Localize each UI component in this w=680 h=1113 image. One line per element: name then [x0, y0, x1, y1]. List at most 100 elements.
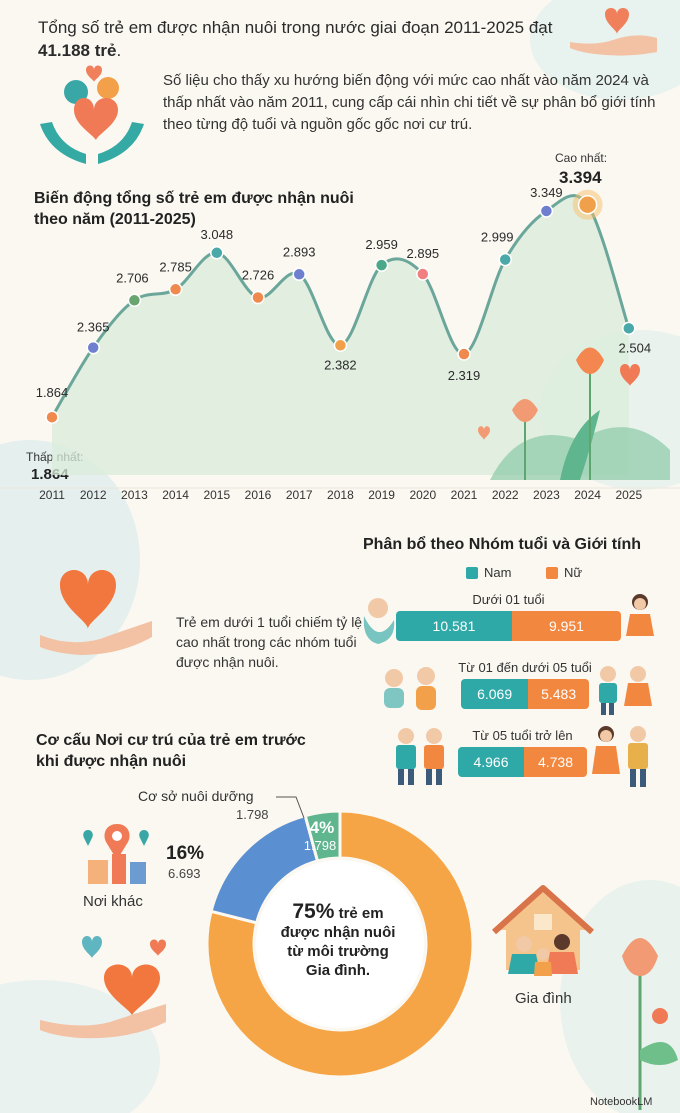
legend-male: Nam — [466, 565, 511, 580]
facility-leader-line — [276, 796, 305, 819]
hand-heart-icon — [40, 570, 152, 655]
donut-center-text: 75% trẻ em được nhận nuôi từ môi trường … — [280, 900, 396, 979]
x-tick-2023: 2023 — [533, 488, 560, 502]
x-tick-2014: 2014 — [162, 488, 189, 502]
residence-chart-title: Cơ cấu Nơi cư trú của trẻ em trước khi đ… — [36, 732, 306, 770]
bar-segment-female: 5.483 — [528, 679, 589, 709]
x-tick-2024: 2024 — [574, 488, 601, 502]
x-tick-2021: 2021 — [451, 488, 478, 502]
line-point-2018 — [333, 338, 348, 353]
x-tick-2015: 2015 — [203, 488, 230, 502]
boys-icon — [396, 728, 444, 785]
other-label: Nơi khác — [83, 893, 143, 910]
line-data-label-2021: 2.319 — [448, 368, 481, 383]
line-point-2021 — [457, 347, 471, 361]
line-data-label-2011: 1.864 — [36, 385, 69, 400]
bar-segment-male: 4.966 — [458, 747, 524, 777]
line-point-2024 — [577, 194, 598, 215]
line-point-2022 — [498, 252, 512, 267]
flower-decor-icon — [622, 938, 678, 1110]
toddlers-icon — [384, 667, 436, 710]
facility-value: 1.798 — [236, 807, 269, 822]
bar-segment-female: 9.951 — [511, 611, 621, 641]
summary-text: Số liệu cho thấy xu hướng biến động với … — [163, 72, 656, 133]
x-tick-2018: 2018 — [327, 488, 354, 502]
age-group-label: Từ 01 đến dưới 05 tuổi — [458, 660, 592, 675]
line-point-2016 — [251, 290, 265, 305]
line-data-label-2019: 2.959 — [365, 237, 398, 252]
line-point-2025 — [622, 321, 636, 336]
x-tick-2016: 2016 — [245, 488, 272, 502]
x-tick-2019: 2019 — [368, 488, 395, 502]
age-chart-title: Phân bổ theo Nhóm tuổi và Giới tính — [363, 536, 642, 553]
donut-slice-2 — [303, 809, 342, 863]
age-bar-row: 10.581 9.951 — [396, 611, 621, 641]
family-label: Gia đình — [515, 990, 572, 1007]
line-chart-title: Biến động tổng số trẻ em được nhận nuôi … — [34, 190, 354, 228]
line-data-label-2016: 2.726 — [242, 268, 275, 283]
girl-icon — [626, 594, 654, 636]
line-data-label-2015: 3.048 — [201, 227, 234, 242]
family-house-icon — [491, 885, 595, 976]
x-tick-2012: 2012 — [80, 488, 107, 502]
peak-label: Cao nhất: — [555, 151, 608, 165]
line-data-label-2014: 2.785 — [159, 259, 192, 274]
x-tick-2013: 2013 — [121, 488, 148, 502]
other-value: 6.693 — [168, 866, 201, 881]
line-point-2011 — [45, 410, 59, 424]
facility-label: Cơ sở nuôi dưỡng — [138, 788, 254, 804]
baby-icon — [363, 598, 395, 644]
age-bar-row: 6.069 5.483 — [461, 679, 589, 709]
peak-value: 3.394 — [559, 168, 602, 187]
age-note: Trẻ em dưới 1 tuổi chiếm tỷ lệ cao nhất … — [176, 614, 363, 670]
line-point-2023 — [539, 204, 554, 218]
facility-slice-value: 1.798 — [303, 838, 337, 853]
line-data-label-2018: 2.382 — [324, 357, 357, 372]
bar-segment-male: 6.069 — [461, 679, 529, 709]
line-point-2013 — [127, 293, 142, 308]
line-point-2020 — [416, 267, 430, 281]
location-buildings-icon — [83, 824, 149, 884]
hand-heart-icon — [570, 8, 657, 56]
line-data-label-2025: 2.504 — [619, 340, 652, 355]
line-point-2017 — [292, 267, 306, 282]
line-chart: 1.864 2011 2.365 2012 2.706 2013 2.785 2014 3.04… — [36, 185, 652, 502]
line-point-2014 — [168, 282, 183, 297]
line-data-label-2013: 2.706 — [116, 270, 149, 285]
line-series — [50, 194, 631, 418]
line-data-label-2022: 2.999 — [481, 230, 514, 245]
line-area — [52, 195, 629, 475]
kids-icon — [599, 666, 652, 715]
brand-label: NotebookLM — [590, 1096, 653, 1108]
age-bar-row: 4.966 4.738 — [458, 747, 587, 777]
line-point-2015 — [210, 246, 224, 260]
legend-female: Nữ — [546, 565, 582, 580]
other-pct: 16% — [166, 843, 205, 864]
headline: Tổng số trẻ em được nhận nuôi trong nước… — [38, 18, 553, 60]
male-swatch — [466, 566, 478, 579]
flowers-decor-icon — [478, 347, 670, 480]
donut-hole — [256, 860, 424, 1028]
line-data-label-2012: 2.365 — [77, 320, 110, 335]
family-hands-icon — [40, 65, 144, 164]
bar-segment-male: 10.581 — [396, 611, 512, 641]
x-tick-2022: 2022 — [492, 488, 519, 502]
age-group-label: Dưới 01 tuổi — [472, 592, 545, 607]
x-tick-2011: 2011 — [39, 488, 65, 502]
headline-total: 41.188 trẻ — [38, 41, 117, 60]
age-group-label: Từ 05 tuổi trở lên — [472, 728, 573, 743]
x-tick-2025: 2025 — [615, 488, 642, 502]
x-tick-2017: 2017 — [286, 488, 313, 502]
donut-slice-0 — [205, 809, 475, 1079]
bar-segment-female: 4.738 — [524, 747, 587, 777]
hand-heart-icon — [40, 936, 166, 1039]
x-tick-2020: 2020 — [409, 488, 436, 502]
line-point-2019 — [374, 258, 389, 272]
line-data-label-2017: 2.893 — [283, 244, 316, 259]
female-swatch — [546, 566, 558, 579]
teens-icon — [592, 726, 648, 787]
line-data-label-2020: 2.895 — [407, 246, 440, 261]
line-data-label-2023: 3.349 — [530, 185, 563, 200]
facility-pct: 4% — [309, 818, 335, 837]
